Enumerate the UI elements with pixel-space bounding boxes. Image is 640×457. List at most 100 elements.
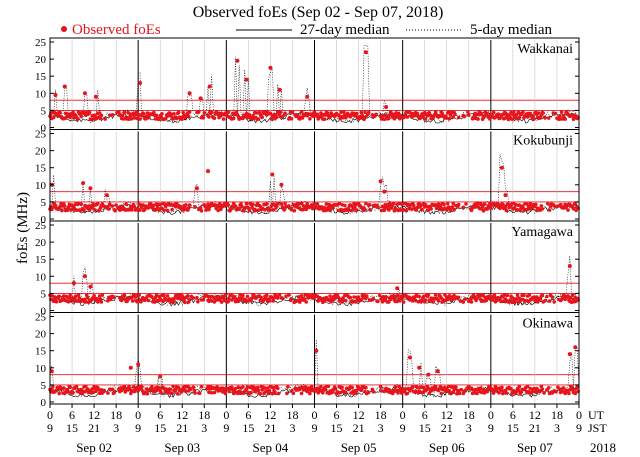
station-label-okinawa: Okinawa	[522, 317, 573, 332]
observed-point	[172, 112, 176, 116]
x-jst-tick-label: 3	[113, 421, 119, 435]
observed-point	[341, 115, 345, 120]
observed-point	[127, 384, 131, 389]
observed-point	[270, 391, 275, 396]
ut-label: UT	[588, 408, 605, 422]
observed-point	[423, 117, 428, 121]
observed-point	[543, 116, 547, 120]
observed-point	[158, 202, 162, 207]
observed-point	[573, 202, 578, 206]
observed-point	[432, 387, 436, 392]
x-ut-tick-label: 0	[223, 408, 229, 422]
observed-point	[305, 94, 310, 99]
observed-point	[316, 299, 321, 303]
observed-point	[233, 204, 238, 208]
observed-point	[152, 203, 156, 208]
observed-point	[446, 110, 451, 115]
observed-point	[107, 113, 112, 117]
observed-point	[152, 300, 157, 304]
observed-point	[51, 115, 56, 120]
observed-point	[266, 391, 271, 396]
observed-point	[530, 206, 534, 210]
observed-point	[325, 111, 330, 115]
observed-point	[76, 201, 81, 206]
observed-point	[241, 385, 245, 389]
observed-point	[399, 391, 404, 395]
observed-point	[371, 389, 376, 394]
observed-point	[198, 96, 203, 101]
observed-point	[488, 117, 492, 121]
x-ut-tick-label: 0	[400, 408, 406, 422]
x-jst-tick-label: 21	[88, 421, 100, 435]
observed-point	[107, 387, 112, 392]
observed-point	[453, 112, 457, 116]
observed-point	[187, 203, 192, 207]
observed-point	[75, 117, 80, 121]
observed-point	[62, 204, 67, 208]
observed-point	[195, 295, 199, 300]
observed-point	[365, 294, 369, 298]
observed-point	[279, 182, 284, 187]
observed-point	[404, 208, 409, 213]
observed-point	[209, 110, 214, 115]
observed-point	[166, 390, 171, 395]
observed-point	[264, 296, 268, 301]
observed-point	[322, 117, 327, 121]
observed-point	[136, 362, 141, 367]
observed-point	[424, 204, 429, 209]
observed-point	[405, 391, 410, 396]
observed-point	[571, 207, 576, 211]
y-tick-label: 0	[41, 214, 47, 226]
y-tick-label: 25	[35, 37, 47, 49]
observed-point	[382, 189, 387, 194]
observed-point	[212, 116, 217, 120]
observed-point	[186, 114, 191, 119]
observed-point	[436, 299, 441, 303]
observed-point	[178, 297, 183, 301]
observed-point	[539, 384, 544, 389]
observed-point	[499, 388, 503, 392]
observed-point	[163, 116, 168, 121]
observed-point	[479, 112, 484, 117]
observed-point	[462, 114, 467, 119]
y-tick-label: 10	[35, 180, 47, 192]
observed-point	[271, 385, 276, 390]
observed-point	[216, 208, 220, 213]
observed-point	[540, 293, 545, 297]
legend-observed-marker	[61, 26, 67, 32]
observed-point	[395, 286, 400, 291]
observed-point	[331, 390, 335, 394]
observed-point	[187, 110, 192, 114]
x-ut-tick-label: 6	[157, 408, 163, 422]
observed-point	[492, 293, 497, 298]
observed-point	[159, 390, 163, 395]
observed-point	[389, 206, 394, 210]
observed-point	[191, 296, 196, 300]
observed-point	[513, 202, 518, 207]
observed-point	[110, 204, 115, 208]
observed-point	[423, 298, 428, 302]
observed-point	[57, 294, 61, 299]
x-jst-tick-label: 21	[441, 421, 453, 435]
jst-label: JST	[588, 421, 607, 435]
observed-point	[415, 111, 420, 116]
x-jst-tick-label: 9	[47, 421, 53, 435]
observed-point	[536, 111, 541, 115]
y-tick-label: 15	[35, 254, 47, 266]
observed-point	[207, 207, 211, 212]
x-jst-tick-label: 15	[66, 421, 78, 435]
observed-point	[104, 193, 109, 198]
day-label: Sep 03	[164, 440, 200, 455]
observed-point	[302, 297, 307, 301]
observed-point	[326, 205, 331, 210]
x-ut-tick-label: 12	[264, 408, 276, 422]
observed-point	[93, 94, 98, 99]
observed-point	[451, 115, 456, 119]
observed-point	[340, 385, 344, 390]
observed-point	[207, 84, 212, 89]
observed-point	[96, 201, 100, 206]
observed-point	[426, 208, 431, 212]
observed-point	[267, 299, 272, 303]
observed-point	[517, 384, 522, 389]
observed-point	[82, 208, 86, 213]
